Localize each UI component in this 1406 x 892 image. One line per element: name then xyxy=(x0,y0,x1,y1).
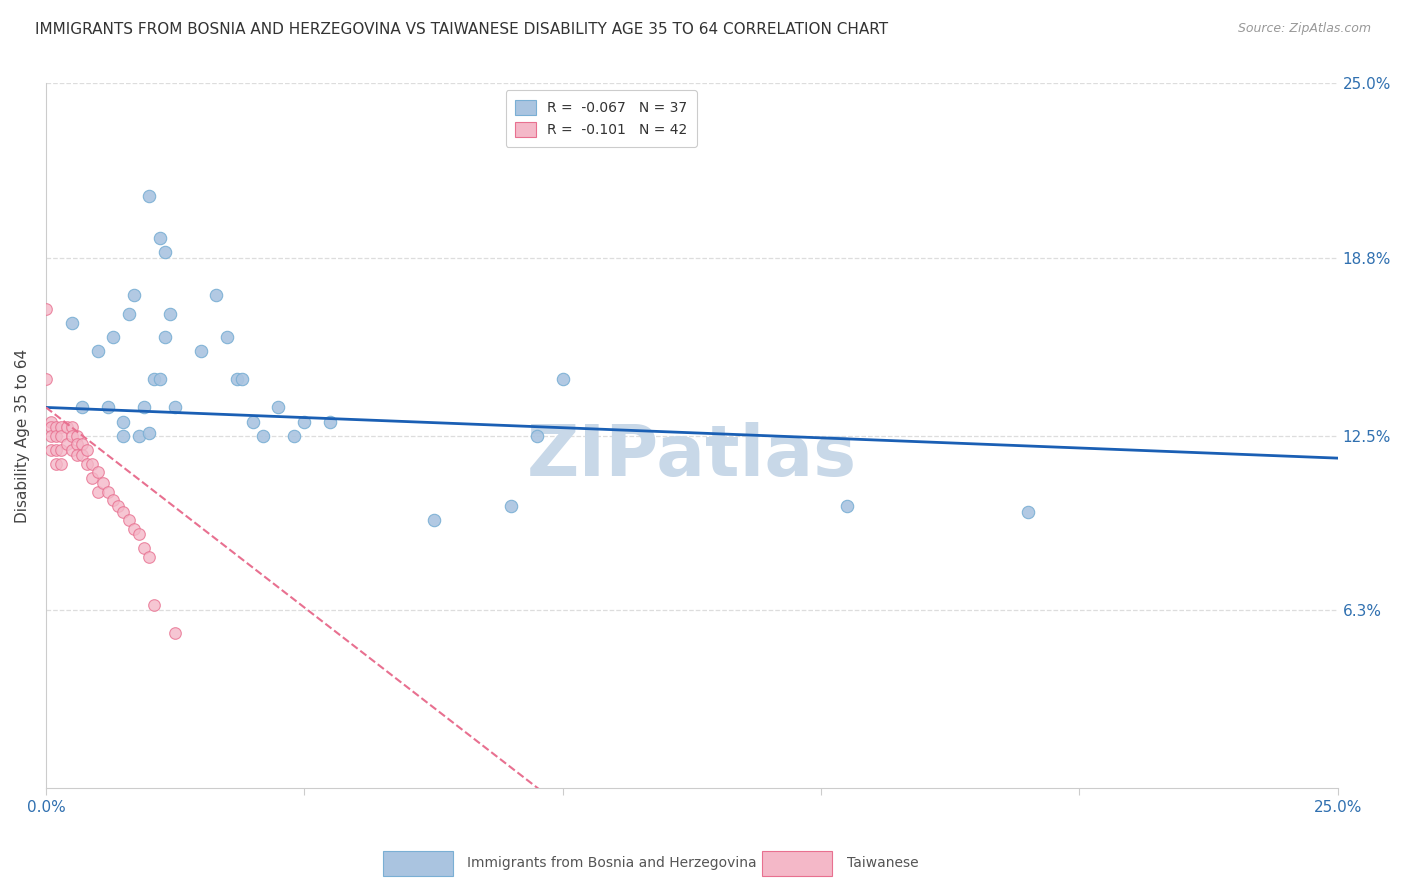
Point xyxy=(55,420,77,434)
Point xyxy=(422,513,444,527)
Y-axis label: Disability Age 35 to 64: Disability Age 35 to 64 xyxy=(15,349,30,523)
Point xyxy=(292,415,315,429)
Point xyxy=(45,428,67,442)
Point xyxy=(1017,505,1039,519)
Point xyxy=(159,308,181,322)
Point xyxy=(60,428,83,442)
Point xyxy=(60,442,83,457)
Point xyxy=(267,401,290,415)
Point xyxy=(66,428,89,442)
Point xyxy=(45,457,67,471)
Point xyxy=(190,344,212,359)
Point xyxy=(82,457,104,471)
Point xyxy=(51,420,73,434)
Point xyxy=(70,401,93,415)
Point xyxy=(86,344,108,359)
Text: Immigrants from Bosnia and Herzegovina: Immigrants from Bosnia and Herzegovina xyxy=(467,856,756,871)
Point xyxy=(112,505,135,519)
Point xyxy=(45,442,67,457)
Point xyxy=(252,428,274,442)
Point xyxy=(66,437,89,451)
Point xyxy=(101,493,124,508)
Point xyxy=(51,442,73,457)
Point xyxy=(134,541,156,556)
Point xyxy=(138,189,160,203)
Point xyxy=(117,513,139,527)
Point xyxy=(149,231,172,245)
Point xyxy=(165,625,187,640)
Point xyxy=(76,457,98,471)
Point xyxy=(153,330,176,344)
Point xyxy=(134,401,156,415)
Point xyxy=(51,428,73,442)
Point xyxy=(138,425,160,440)
Text: ZIPatlas: ZIPatlas xyxy=(527,422,856,491)
Point xyxy=(242,415,264,429)
Point xyxy=(97,485,120,500)
Point xyxy=(205,287,228,301)
Text: IMMIGRANTS FROM BOSNIA AND HERZEGOVINA VS TAIWANESE DISABILITY AGE 35 TO 64 CORR: IMMIGRANTS FROM BOSNIA AND HERZEGOVINA V… xyxy=(35,22,889,37)
Point xyxy=(35,301,58,316)
Point xyxy=(66,448,89,462)
Point xyxy=(35,372,58,386)
Text: Taiwanese: Taiwanese xyxy=(846,856,918,871)
Point xyxy=(128,428,150,442)
Point xyxy=(70,448,93,462)
Point xyxy=(143,598,166,612)
Point xyxy=(835,499,858,513)
Point xyxy=(39,420,62,434)
Point xyxy=(215,330,238,344)
Legend: R =  -0.067   N = 37, R =  -0.101   N = 42: R = -0.067 N = 37, R = -0.101 N = 42 xyxy=(506,90,697,147)
Point xyxy=(122,287,145,301)
Point xyxy=(60,420,83,434)
Point xyxy=(101,330,124,344)
Point xyxy=(86,465,108,479)
Point xyxy=(39,442,62,457)
Point xyxy=(70,437,93,451)
Point xyxy=(107,499,129,513)
Point xyxy=(55,437,77,451)
Point xyxy=(226,372,249,386)
Point xyxy=(153,245,176,260)
Point xyxy=(143,372,166,386)
Point xyxy=(60,316,83,330)
Point xyxy=(138,549,160,564)
Point xyxy=(499,499,522,513)
Point xyxy=(112,415,135,429)
Point xyxy=(86,485,108,500)
Point xyxy=(45,420,67,434)
Point xyxy=(39,415,62,429)
Point xyxy=(76,442,98,457)
Point xyxy=(112,428,135,442)
Point xyxy=(231,372,253,386)
Point xyxy=(319,415,342,429)
Point xyxy=(39,428,62,442)
Point xyxy=(82,471,104,485)
Point xyxy=(149,372,172,386)
Point xyxy=(51,457,73,471)
Point xyxy=(551,372,574,386)
Point xyxy=(97,401,120,415)
Point xyxy=(91,476,114,491)
Point xyxy=(283,428,305,442)
Text: Source: ZipAtlas.com: Source: ZipAtlas.com xyxy=(1237,22,1371,36)
Point xyxy=(122,522,145,536)
Point xyxy=(526,428,548,442)
Point xyxy=(165,401,187,415)
Point xyxy=(117,308,139,322)
Point xyxy=(128,527,150,541)
